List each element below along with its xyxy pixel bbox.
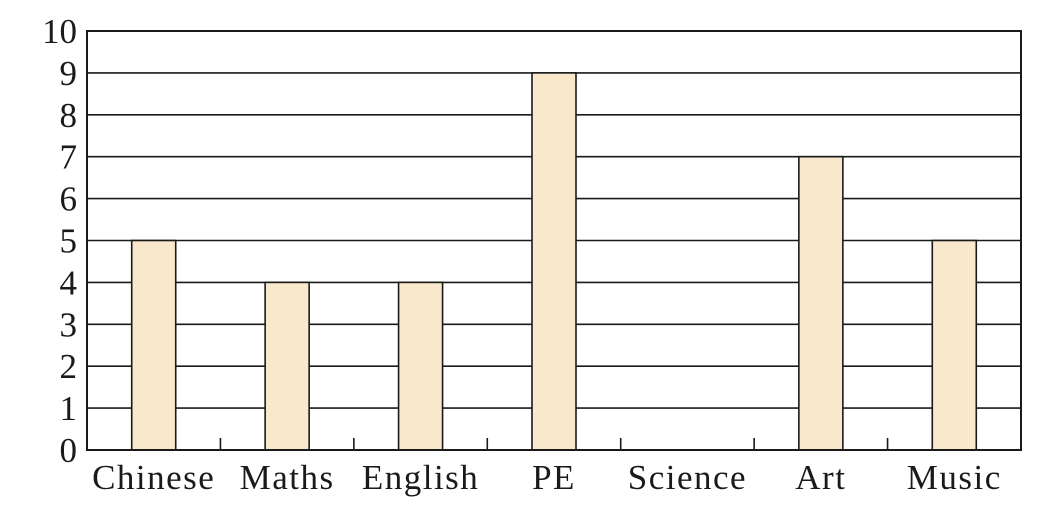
y-tick-label: 2 [60, 347, 78, 386]
x-axis-tick-labels: Chinese Maths English PE Science Art Music [92, 458, 1002, 497]
y-tick-label: 3 [60, 305, 78, 344]
plot-frame [86, 30, 1022, 451]
y-tick-label: 0 [60, 431, 78, 470]
y-tick-label: 8 [60, 96, 78, 135]
x-category-label: PE [532, 458, 576, 497]
bar-maths [264, 281, 310, 451]
bars [130, 72, 978, 451]
x-category-label: Art [795, 458, 846, 497]
x-category-label: Science [628, 458, 747, 497]
x-category-label: Chinese [92, 458, 215, 497]
bar-chinese [130, 239, 177, 451]
bar-art [798, 155, 844, 451]
y-tick-label: 1 [60, 389, 78, 428]
bar-music [931, 239, 978, 451]
y-tick-label: 6 [60, 180, 78, 219]
x-category-label: English [362, 458, 479, 497]
y-tick-label: 10 [42, 12, 77, 51]
y-tick-label: 4 [60, 263, 78, 302]
y-tick-label: 9 [60, 54, 78, 93]
x-category-label: Music [907, 458, 1002, 497]
plot-border [86, 30, 1022, 451]
bar-english [397, 281, 444, 451]
x-category-label: Maths [240, 458, 335, 497]
bar-pe [531, 72, 577, 451]
y-tick-label: 7 [60, 138, 78, 177]
y-tick-label: 5 [60, 222, 78, 261]
